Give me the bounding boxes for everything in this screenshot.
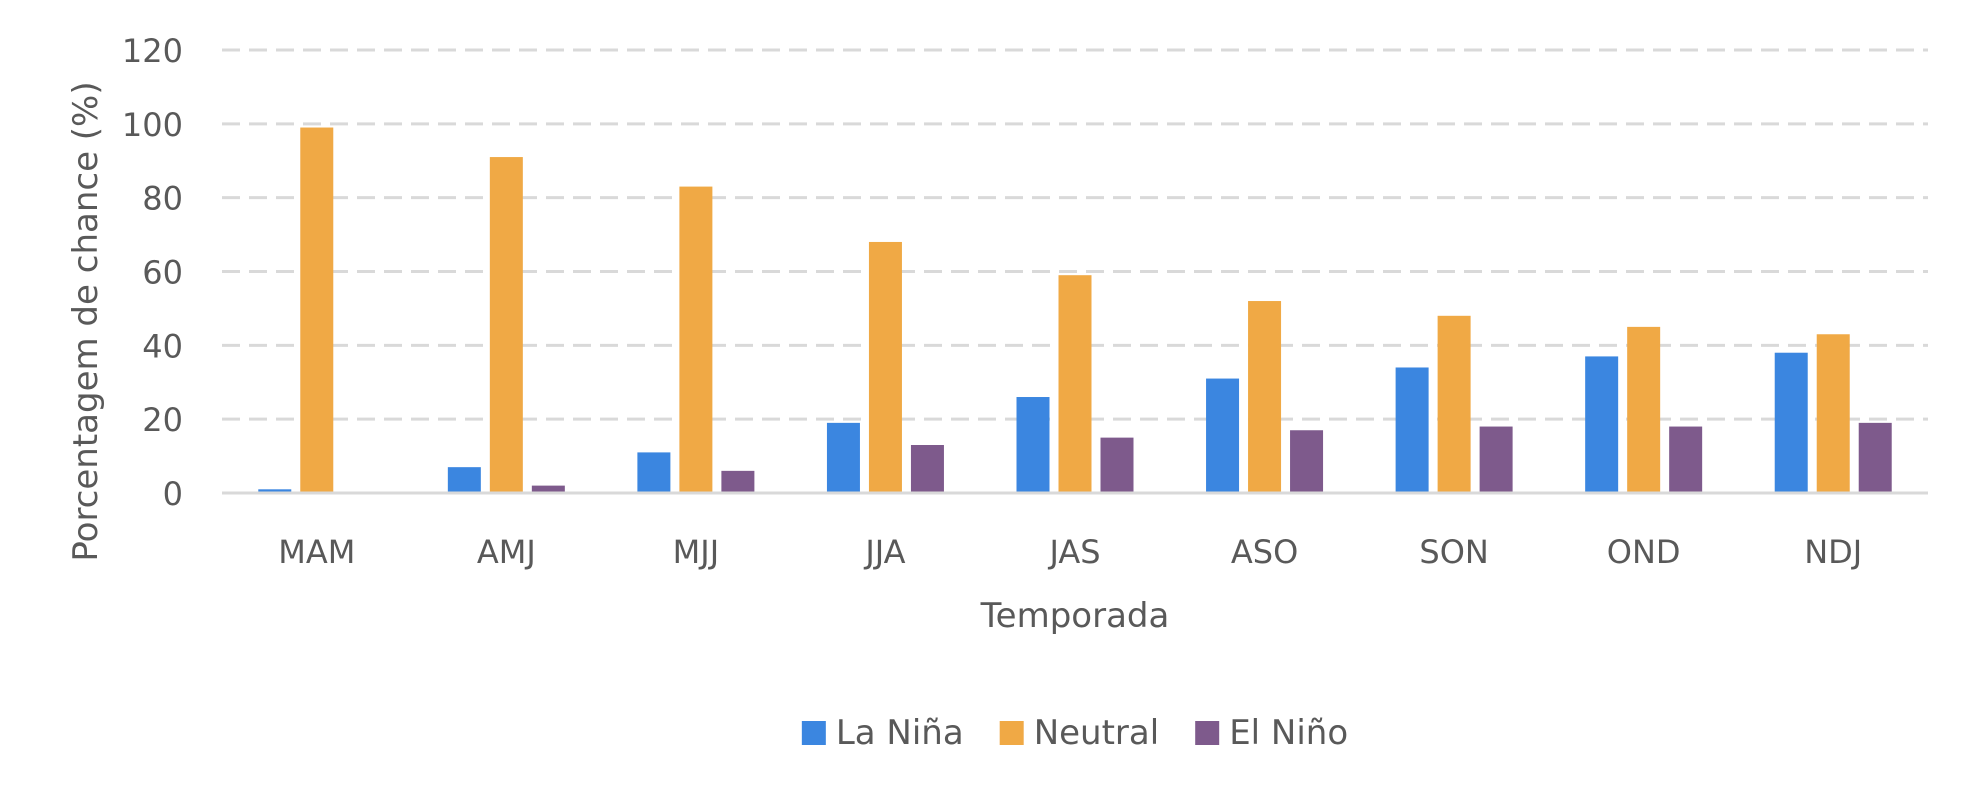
legend-swatch xyxy=(999,721,1024,745)
bar-la-ni-a-ndj xyxy=(1774,352,1808,493)
bar-el-ni-o-son xyxy=(1479,426,1513,493)
legend-swatch xyxy=(801,721,826,745)
bar-el-ni-o-ndj xyxy=(1858,422,1892,493)
x-axis-ticks: MAM AMJ MJJ JJA JAS ASO SON OND NDJ xyxy=(278,533,1862,571)
y-tick-label: 60 xyxy=(142,254,183,292)
bar-el-ni-o-jas xyxy=(1100,437,1134,493)
legend-item-el-ni-o: El Niño xyxy=(1195,713,1348,753)
legend-label: Neutral xyxy=(1034,713,1160,753)
x-tick-label: JAS xyxy=(1047,533,1100,571)
x-tick-label: ASO xyxy=(1231,533,1298,571)
bar-neutral-mam xyxy=(300,127,334,494)
bar-la-ni-a-amj xyxy=(447,467,481,493)
x-tick-label: MJJ xyxy=(673,533,719,571)
legend-swatch xyxy=(1195,721,1220,745)
bar-la-ni-a-mam xyxy=(258,489,292,493)
bar-neutral-jja xyxy=(868,241,902,493)
x-tick-label: NDJ xyxy=(1804,533,1862,571)
bar-neutral-son xyxy=(1437,315,1471,493)
x-tick-label: JJA xyxy=(863,533,905,571)
bar-el-ni-o-ond xyxy=(1669,426,1703,493)
x-axis-title: Temporada xyxy=(980,596,1170,636)
bar-neutral-aso xyxy=(1248,301,1282,493)
bar-la-ni-a-mjj xyxy=(637,452,671,493)
bar-neutral-mjj xyxy=(679,186,713,493)
y-axis-title: Porcentagem de chance (%) xyxy=(66,81,106,561)
bar-la-ni-a-aso xyxy=(1206,378,1240,493)
bar-el-ni-o-mjj xyxy=(721,470,755,493)
bar-la-ni-a-ond xyxy=(1585,356,1619,493)
legend-label: La Niña xyxy=(836,713,964,753)
bar-la-ni-a-jas xyxy=(1016,397,1050,493)
legend-item-la-ni-a: La Niña xyxy=(801,713,964,753)
legend-label: El Niño xyxy=(1229,713,1348,753)
bar-la-ni-a-son xyxy=(1395,367,1429,493)
y-tick-label: 120 xyxy=(122,32,183,70)
y-tick-label: 40 xyxy=(142,327,183,365)
y-tick-label: 80 xyxy=(142,180,183,218)
bar-neutral-ndj xyxy=(1816,334,1850,493)
y-axis-ticks: 0 20 40 60 80 100 120 xyxy=(122,32,183,513)
bar-la-ni-a-jja xyxy=(826,422,860,493)
bar-neutral-ond xyxy=(1627,326,1661,493)
bars xyxy=(258,127,1892,494)
bar-el-ni-o-jja xyxy=(910,445,944,493)
y-tick-label: 0 xyxy=(163,475,183,513)
bar-el-ni-o-amj xyxy=(531,485,565,493)
x-tick-label: AMJ xyxy=(477,533,536,571)
legend-item-neutral: Neutral xyxy=(999,713,1160,753)
x-tick-label: OND xyxy=(1607,533,1681,571)
x-tick-label: SON xyxy=(1419,533,1488,571)
y-tick-label: 20 xyxy=(142,401,183,439)
x-tick-label: MAM xyxy=(278,533,355,571)
bar-neutral-amj xyxy=(489,157,523,493)
bar-neutral-jas xyxy=(1058,275,1092,493)
bar-el-ni-o-aso xyxy=(1290,430,1324,493)
y-tick-label: 100 xyxy=(122,106,183,144)
legend: La Niña Neutral El Niño xyxy=(801,713,1348,753)
